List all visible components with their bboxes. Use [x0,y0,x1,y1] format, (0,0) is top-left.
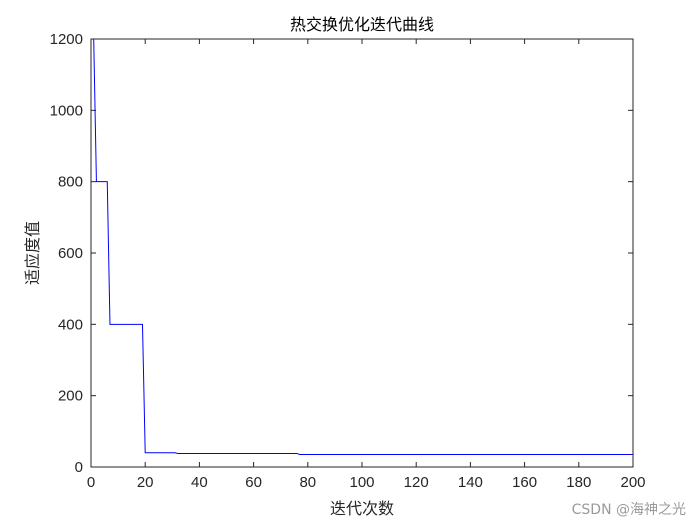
chart-title: 热交换优化迭代曲线 [290,15,434,34]
x-tick-label: 40 [191,474,208,491]
y-tick-label: 800 [58,174,83,191]
y-tick-label: 1200 [50,31,83,48]
axis-tick-labels: 0 20 40 60 80 100 120 140 160 180 200 0 200 400 600 800… [50,31,646,491]
x-tick-label: 140 [458,474,483,491]
plot-frame [90,38,634,468]
x-tick-label: 120 [404,474,429,491]
y-tick-label: 400 [58,316,83,333]
series-line [93,38,633,456]
x-tick-label: 200 [620,474,645,491]
x-tick-label: 0 [87,474,95,491]
y-tick-label: 200 [58,388,83,405]
x-tick-label: 20 [137,474,154,491]
x-tick-label: 100 [349,474,374,491]
x-tick-label: 60 [245,474,262,491]
x-tick-label: 180 [566,474,591,491]
y-axis-label: 适应度值 [23,221,42,285]
watermark: CSDN @海神之光 [571,502,686,518]
x-axis-label: 迭代次数 [330,499,394,518]
y-tick-label: 0 [75,459,83,476]
y-tick-label: 1000 [50,102,83,119]
y-tick-label: 600 [58,245,83,262]
plot-area [91,39,633,467]
x-tick-label: 160 [512,474,537,491]
x-tick-label: 80 [299,474,316,491]
